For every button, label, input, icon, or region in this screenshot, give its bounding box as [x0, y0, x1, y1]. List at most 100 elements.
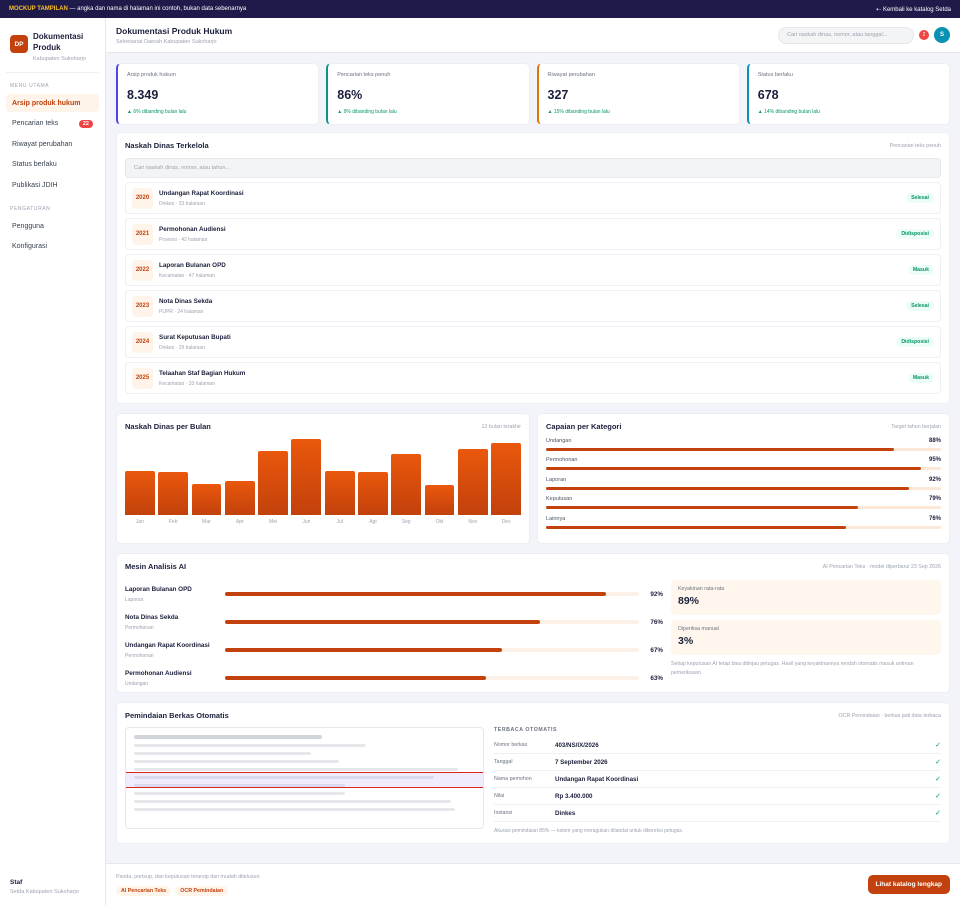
doc-meta: Kecamatan · 33 halaman [159, 380, 215, 387]
ai-doc-name: Undangan Rapat Koordinasi [125, 641, 210, 649]
doc-name: Undangan Rapat Koordinasi [159, 189, 244, 197]
ai-doc-category: Permohonan [125, 652, 154, 659]
check-icon: ✓ [935, 742, 941, 749]
x-tick-label: Sep [401, 519, 411, 525]
main-area: Dokumentasi Produk Hukum Sekretariat Dae… [106, 18, 960, 905]
bar-sep [391, 454, 422, 515]
category-label: Laporan [546, 476, 567, 483]
ai-doc-name: Laporan Bulanan OPD [125, 585, 192, 593]
ai-doc-category: Permohonan [125, 624, 154, 631]
list-item[interactable]: 2023 Nota Dinas Sekda PUPR · 24 halaman S… [125, 290, 941, 322]
doc-name: Telaahan Staf Bagian Hukum [159, 369, 246, 377]
doc-meta: Provinsi · 42 halaman [159, 236, 208, 243]
ai-row[interactable]: Nota Dinas Sekda Permohonan 76% [125, 608, 663, 636]
bar-column [358, 439, 388, 515]
category-progress-track [546, 447, 941, 451]
stat-card-pencarian: Pencarian teks penuh 86% ▲ 9% dibanding … [326, 63, 530, 125]
x-tick-label: Apr [235, 519, 244, 525]
bar-nov [457, 448, 488, 515]
sidebar-item-konfigurasi[interactable]: Konfigurasi [12, 243, 48, 250]
x-tick-label: Jan [135, 519, 144, 525]
category-item: Laporan 92% [546, 477, 941, 490]
menu-section-title: MENU UTAMA [10, 83, 50, 89]
notification-badge[interactable]: 2 [919, 30, 929, 40]
ocr-title: Pemindaian Berkas Otomatis [125, 711, 229, 720]
monthly-chart-panel: Naskah Dinas per Bulan 12 bulan terakhir… [116, 413, 530, 544]
global-search-input[interactable]: Cari naskah dinas, nomor, atau tanggal..… [778, 26, 914, 44]
ai-title: Mesin Analisis AI [125, 562, 187, 571]
category-note: Target tahun berjalan [891, 423, 941, 430]
bar-column [258, 439, 288, 515]
page-footer: Panda, portsup, dan keputusan terarsip d… [106, 863, 960, 905]
category-progress-track [546, 525, 941, 529]
category-pct: 79% [928, 496, 941, 502]
list-item[interactable]: 2022 Laporan Bulanan OPD Kecamatan · 47 h… [125, 254, 941, 286]
sidebar-item-status[interactable]: Status berlaku [12, 161, 57, 168]
ai-row[interactable]: Laporan Bulanan OPD Laporan 92% [125, 580, 663, 608]
ocr-footnote: Akurasi pemindaian 85% — kolom yang mera… [494, 828, 684, 834]
category-progress-fill [546, 506, 859, 509]
brand: DP Dokumentasi Produk Kabupaten Sukoharj… [6, 28, 99, 73]
ocr-field-row: Instansi Dinkes ✓ [494, 805, 941, 822]
doc-name: Surat Keputusan Bupati [159, 333, 231, 341]
x-tick-label: Mei [269, 519, 278, 525]
list-item[interactable]: 2025 Telaahan Staf Bagian Hukum Kecamatan… [125, 362, 941, 394]
sidebar-item-riwayat[interactable]: Riwayat perubahan [12, 140, 73, 148]
bar-apr [224, 480, 255, 515]
brand-subtitle: Kabupaten Sukoharjo [33, 56, 86, 62]
ai-row[interactable]: Permohonan Audiensi Undangan 63% [125, 664, 663, 692]
ai-doc-name: Nota Dinas Sekda [125, 613, 179, 621]
stat-card-riwayat: Riwayat perubahan 327 ▲ 15% dibanding bu… [536, 63, 740, 125]
ai-confidence-pct: 76% [650, 618, 663, 626]
x-tick-label: Des [501, 519, 511, 525]
category-item: Lainnya 76% [546, 516, 941, 529]
page-title: Dokumentasi Produk Hukum [116, 25, 233, 36]
sidebar-item-pengguna[interactable]: Pengguna [12, 222, 44, 230]
brand-name: Dokumentasi Produk [33, 32, 84, 52]
x-tick-label: Okt [435, 519, 444, 525]
doc-name: Permohonan Audiensi [159, 225, 226, 233]
stat-card-arsip: Arsip produk hukum 8.349 ▲ 6% dibanding … [116, 63, 320, 125]
bar-mar [191, 483, 222, 515]
docs-search-input[interactable]: Cari naskah dinas, nomor, atau tahun... [125, 158, 941, 178]
sidebar-item-arsip[interactable]: Arsip produk hukum [6, 94, 99, 112]
ai-row[interactable]: Undangan Rapat Koordinasi Permohonan 67% [125, 636, 663, 664]
bar-chart-x-labels: Jan Feb Mar Apr Mei Jun Jul Agt Sep Okt Nov Des [125, 519, 521, 525]
settings-section-title: PENGATURAN [10, 206, 51, 212]
category-pct: 88% [928, 437, 941, 444]
category-progress-track [546, 486, 941, 490]
stat-delta: ▲ 14% dibanding bulan lalu [757, 109, 820, 115]
doc-year: 2021 [132, 223, 153, 245]
bar-column [324, 439, 355, 515]
ai-confidence-track [225, 648, 639, 652]
page-subtitle: Sekretariat Daerah Kabupaten Sukoharjo [116, 38, 217, 45]
status-badge: Selesai [906, 193, 934, 203]
x-tick-label: Jul [336, 519, 343, 525]
ai-confidence-fill [225, 620, 540, 624]
sidebar-item-publikasi[interactable]: Publikasi JDIH [12, 181, 58, 189]
chart-title: Naskah Dinas per Bulan [125, 422, 211, 431]
category-panel: Capaian per Kategori Target tahun berjal… [537, 413, 950, 544]
sidebar-item-pencarian[interactable]: Pencarian teks 22 [6, 115, 99, 133]
list-item[interactable]: 2024 Surat Keputusan Bupati Dinkes · 29 h… [125, 326, 941, 358]
ocr-field-row: Nama pemohon Undangan Rapat Koordinasi ✓ [494, 771, 941, 788]
bar-chart [125, 439, 522, 515]
ai-confidence-fill [225, 676, 486, 680]
bar-feb [158, 472, 189, 515]
avatar[interactable]: S [934, 27, 950, 43]
bar-jan [125, 470, 155, 515]
category-label: Permohonan [546, 457, 578, 463]
stats-row: Arsip produk hukum 8.349 ▲ 6% dibanding … [116, 63, 950, 125]
view-catalog-button[interactable]: Lihat katalog lengkap [867, 875, 950, 894]
brand-logo: DP [10, 35, 28, 53]
list-item[interactable]: 2021 Permohonan Audiensi Provinsi · 42 ha… [125, 218, 941, 250]
ocr-field-value: 403/NS/IX/2026 [555, 741, 599, 749]
doc-name: Laporan Bulanan OPD [159, 261, 226, 269]
back-to-catalog-link[interactable]: ⇠ Kembali ke katalog Setda [876, 6, 951, 13]
bar-okt [424, 484, 455, 515]
list-item[interactable]: 2020 Undangan Rapat Koordinasi Dinkes · 3… [125, 182, 941, 214]
mockup-banner: MOCKUP TAMPILAN — angka dan nama di hala… [0, 0, 960, 18]
ai-manual-review-box: Diperiksa manual 3% [671, 620, 941, 655]
ai-confidence-pct: 67% [650, 646, 663, 654]
category-label: Lainnya [546, 515, 566, 522]
